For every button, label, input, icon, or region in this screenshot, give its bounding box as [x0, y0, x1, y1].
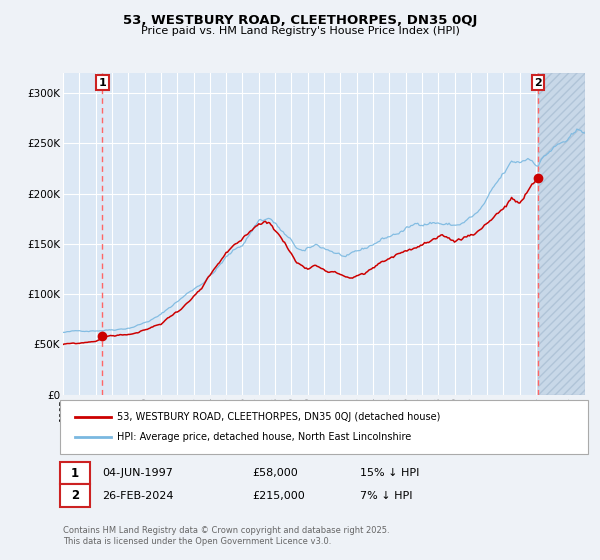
Text: £215,000: £215,000: [252, 491, 305, 501]
Text: 1: 1: [71, 466, 79, 480]
Text: 15% ↓ HPI: 15% ↓ HPI: [360, 468, 419, 478]
Text: 2: 2: [534, 78, 542, 87]
Text: Contains HM Land Registry data © Crown copyright and database right 2025.
This d: Contains HM Land Registry data © Crown c…: [63, 526, 389, 546]
Text: 2: 2: [71, 489, 79, 502]
Bar: [538, 73, 585, 395]
Text: 04-JUN-1997: 04-JUN-1997: [102, 468, 173, 478]
Text: 1: 1: [98, 78, 106, 87]
Text: 26-FEB-2024: 26-FEB-2024: [102, 491, 173, 501]
Text: 53, WESTBURY ROAD, CLEETHORPES, DN35 0QJ (detached house): 53, WESTBURY ROAD, CLEETHORPES, DN35 0QJ…: [117, 412, 440, 422]
Text: HPI: Average price, detached house, North East Lincolnshire: HPI: Average price, detached house, Nort…: [117, 432, 411, 442]
Text: 7% ↓ HPI: 7% ↓ HPI: [360, 491, 413, 501]
Text: Price paid vs. HM Land Registry's House Price Index (HPI): Price paid vs. HM Land Registry's House …: [140, 26, 460, 36]
Text: £58,000: £58,000: [252, 468, 298, 478]
Bar: [538, 73, 585, 395]
Text: 53, WESTBURY ROAD, CLEETHORPES, DN35 0QJ: 53, WESTBURY ROAD, CLEETHORPES, DN35 0QJ: [123, 14, 477, 27]
